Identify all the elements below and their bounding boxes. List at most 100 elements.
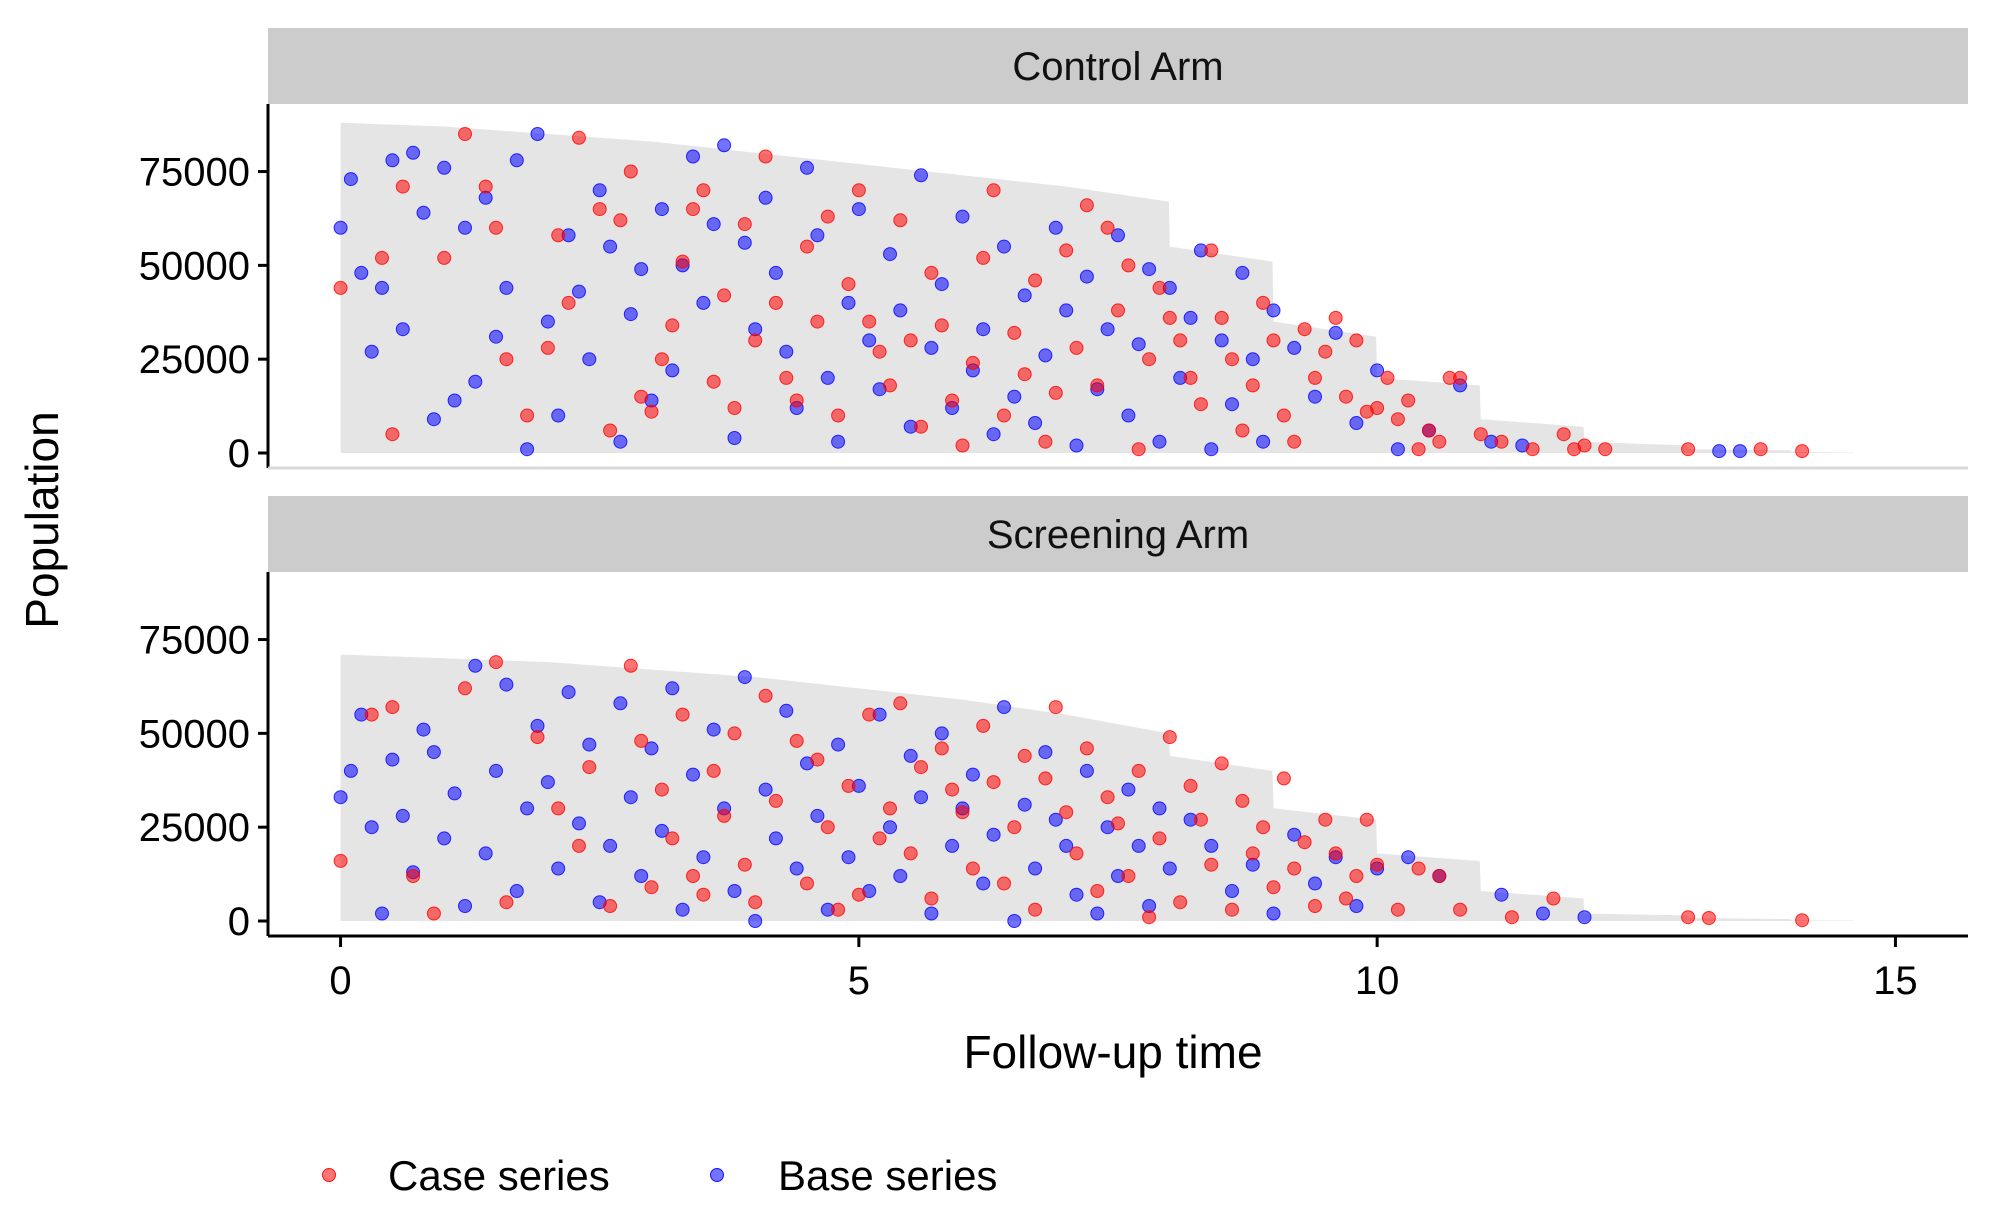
- base-series-point: [385, 752, 400, 767]
- case-series-point: [1318, 344, 1333, 359]
- base-series-point: [395, 808, 410, 823]
- base-series-point: [1536, 906, 1550, 921]
- case-series-point: [1401, 393, 1416, 408]
- base-series-point: [1287, 340, 1302, 355]
- base-series-point: [696, 850, 711, 865]
- base-series-point: [375, 906, 389, 921]
- case-series-point: [768, 793, 783, 808]
- case-series-point: [1422, 423, 1436, 438]
- base-series-point: [914, 790, 928, 805]
- legend-key-base: [710, 1168, 724, 1182]
- case-series-point: [717, 808, 732, 823]
- case-series-point: [1473, 427, 1488, 442]
- base-series-point: [437, 831, 452, 846]
- case-series-point: [592, 202, 607, 217]
- case-series-point: [872, 831, 887, 846]
- base-series-point: [1287, 827, 1302, 842]
- base-series-point: [1059, 838, 1074, 853]
- base-series-point: [924, 906, 939, 921]
- y-tick-label: 75000: [139, 619, 250, 663]
- base-series-point: [1308, 389, 1322, 404]
- case-series-point: [1193, 812, 1208, 827]
- facet-strip: [268, 496, 1968, 572]
- case-series-point: [841, 277, 856, 292]
- base-series-point: [1028, 861, 1043, 876]
- case-series-point: [478, 179, 493, 194]
- case-series-point: [665, 831, 680, 846]
- case-series-point: [841, 778, 856, 793]
- case-series-point: [851, 887, 866, 902]
- base-series-point: [499, 280, 514, 295]
- base-series-point: [540, 775, 555, 790]
- base-series-point: [1349, 899, 1364, 913]
- base-series-point: [758, 782, 773, 797]
- y-tick-label: 0: [228, 900, 250, 944]
- base-series-point: [748, 914, 763, 928]
- case-series-point: [1214, 756, 1229, 771]
- case-series-point: [458, 681, 472, 696]
- base-series-point: [1256, 434, 1271, 449]
- base-series-point: [665, 363, 680, 378]
- base-series-point: [779, 344, 794, 359]
- case-series-point: [1453, 902, 1468, 917]
- case-series-point: [1079, 741, 1094, 756]
- case-series-point: [1432, 869, 1447, 883]
- case-series-point: [489, 655, 503, 670]
- base-series-point: [613, 434, 628, 449]
- case-series-point: [1390, 412, 1405, 427]
- base-series-point: [986, 427, 1001, 442]
- case-series-point: [1308, 370, 1322, 385]
- base-series-point: [779, 703, 794, 718]
- base-series-point: [468, 658, 483, 673]
- base-series-point: [737, 670, 752, 685]
- case-series-point: [1318, 812, 1333, 827]
- case-series-point: [1152, 280, 1167, 295]
- case-series-point: [1328, 846, 1343, 861]
- y-tick-label: 75000: [139, 151, 250, 195]
- case-series-point: [1328, 310, 1343, 325]
- legend-label-base: Base series: [778, 1152, 997, 1199]
- case-series-point: [489, 220, 503, 235]
- case-series-point: [717, 288, 732, 303]
- base-series-point: [520, 801, 535, 816]
- case-series-point: [934, 318, 949, 333]
- base-series-point: [1007, 389, 1022, 404]
- base-series-point: [1349, 416, 1364, 430]
- case-series-point: [768, 295, 783, 310]
- base-series-point: [1059, 303, 1074, 318]
- population-at-risk-area: [340, 654, 1854, 921]
- base-series-point: [1214, 333, 1229, 348]
- case-series-point: [1007, 325, 1022, 340]
- case-series-point: [1266, 880, 1281, 895]
- case-series-point: [1142, 352, 1157, 367]
- base-series-point: [841, 850, 856, 865]
- case-series-point: [862, 314, 877, 329]
- base-series-point: [551, 408, 566, 423]
- base-series-point: [489, 763, 503, 778]
- case-series-point: [1681, 442, 1696, 457]
- base-series-point: [426, 412, 441, 427]
- case-series-point: [499, 352, 514, 367]
- case-series-point: [458, 127, 472, 141]
- case-series-point: [1131, 442, 1146, 457]
- base-series-point: [1038, 745, 1053, 760]
- base-series-point: [955, 209, 970, 224]
- base-series-point: [343, 172, 358, 187]
- base-series-point: [706, 722, 721, 737]
- case-series-point: [1494, 434, 1509, 449]
- base-series-point: [893, 869, 908, 883]
- base-series-point: [1090, 906, 1105, 921]
- case-series-point: [572, 130, 586, 145]
- case-series-point: [1276, 408, 1291, 423]
- case-series-point: [603, 423, 618, 438]
- base-series-point: [914, 168, 928, 183]
- base-series-point: [997, 700, 1011, 715]
- base-series-point: [447, 786, 462, 801]
- case-series-point: [1069, 340, 1084, 355]
- case-series-point: [706, 374, 721, 389]
- case-series-point: [1235, 423, 1250, 438]
- case-series-point: [1287, 861, 1302, 876]
- case-series-point: [1028, 902, 1043, 917]
- base-series-point: [1017, 797, 1032, 812]
- case-series-point: [810, 314, 825, 329]
